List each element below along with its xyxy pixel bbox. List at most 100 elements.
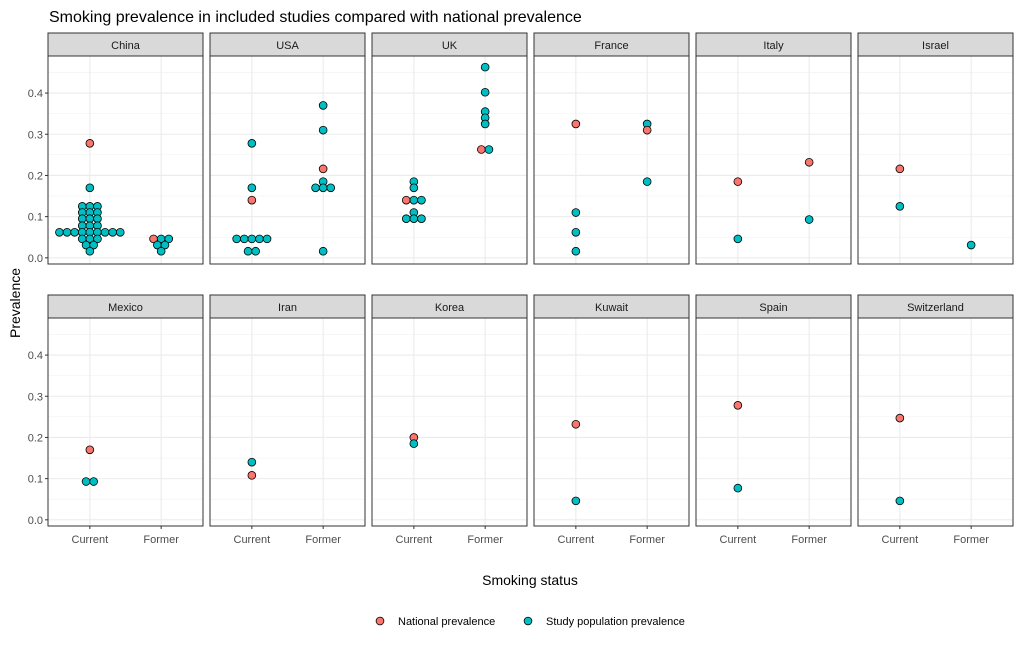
study-prevalence-point	[401, 214, 411, 223]
study-prevalence-point	[571, 496, 581, 506]
study-prevalence-point	[85, 183, 95, 193]
strip-label: France	[594, 40, 628, 52]
study-prevalence-point	[247, 457, 257, 467]
national-prevalence-point	[247, 195, 257, 205]
study-prevalence-point	[409, 214, 419, 223]
study-prevalence-point	[318, 101, 328, 110]
strip-label: Israel	[922, 40, 949, 52]
national-prevalence-point	[571, 419, 581, 429]
study-prevalence-point	[55, 227, 64, 237]
panel-background	[48, 318, 203, 526]
study-prevalence-point	[409, 183, 419, 193]
panel-border	[695, 317, 852, 527]
panel-background	[858, 318, 1013, 526]
legend-key	[375, 616, 385, 626]
x-tick-label: Current	[72, 534, 109, 546]
panel-background	[210, 318, 365, 526]
panel-background	[372, 318, 527, 526]
legend-key	[523, 616, 533, 626]
study-prevalence-point	[417, 195, 426, 205]
study-prevalence-point	[247, 183, 257, 193]
national-prevalence-point	[571, 119, 581, 129]
panel-border	[533, 55, 690, 265]
panel-border	[857, 317, 1014, 527]
panel-border	[533, 317, 690, 527]
study-prevalence-point	[966, 240, 976, 250]
y-tick-label: 0.0	[28, 253, 43, 265]
study-prevalence-point	[642, 177, 652, 186]
study-prevalence-point	[326, 183, 336, 193]
study-prevalence-point	[571, 227, 581, 237]
study-prevalence-point	[484, 145, 494, 154]
strip-label: UK	[442, 40, 458, 52]
study-prevalence-point	[895, 202, 905, 211]
study-prevalence-point	[733, 234, 743, 244]
x-tick-label: Former	[791, 534, 827, 546]
study-prevalence-point	[571, 208, 581, 217]
y-tick-label: 0.4	[28, 88, 43, 100]
panel-background	[858, 56, 1013, 264]
panel-uk: UK	[371, 32, 528, 265]
panel-border	[47, 55, 204, 265]
study-prevalence-point	[81, 477, 91, 486]
study-prevalence-point	[89, 240, 98, 250]
national-prevalence-point	[477, 145, 486, 154]
y-tick-label: 0.1	[28, 212, 43, 224]
panel-border	[857, 55, 1014, 265]
y-tick-label: 0.0	[28, 515, 43, 527]
strip-label: Spain	[759, 302, 787, 314]
study-prevalence-point	[160, 240, 170, 250]
panel-border	[371, 317, 528, 527]
study-prevalence-point	[318, 246, 328, 256]
national-prevalence-point	[318, 164, 328, 174]
y-tick-label: 0.3	[28, 129, 43, 141]
panel-border	[209, 55, 366, 265]
study-prevalence-point	[417, 214, 426, 223]
study-prevalence-point	[480, 62, 490, 72]
panel-border	[209, 317, 366, 527]
study-prevalence-point	[85, 246, 95, 256]
national-prevalence-point	[642, 125, 652, 135]
panel-china: China 0.0 0.1 0.2 0.3 0.4	[28, 32, 204, 265]
x-tick-label: Current	[558, 534, 595, 546]
panel-israel: Israel	[857, 32, 1014, 265]
strip-label: USA	[276, 40, 299, 52]
study-prevalence-point	[89, 477, 98, 486]
study-prevalence-point	[251, 246, 260, 256]
panel-border	[695, 55, 852, 265]
panel-spain: Spain Current Former	[695, 294, 852, 546]
national-prevalence-point	[733, 401, 743, 410]
strip-label: Kuwait	[595, 302, 628, 314]
panel-usa: USA	[209, 32, 366, 265]
study-prevalence-point	[239, 234, 249, 244]
study-prevalence-point	[247, 234, 257, 244]
facet-panels: China 0.0 0.1 0.2 0.3 0.4 USA UK France Italy Isra…	[28, 32, 1014, 546]
study-prevalence-point	[108, 227, 117, 237]
national-prevalence-point	[733, 177, 743, 186]
national-prevalence-point	[85, 445, 95, 455]
panel-border	[47, 317, 204, 527]
x-tick-label: Former	[305, 534, 341, 546]
panel-background	[696, 318, 851, 526]
panel-france: France	[533, 32, 690, 265]
panel-switzerland: Switzerland Current Former	[857, 294, 1014, 546]
y-tick-label: 0.1	[28, 474, 43, 486]
national-prevalence-point	[85, 139, 95, 148]
strip-label: Iran	[278, 302, 297, 314]
strip-label: Mexico	[108, 302, 143, 314]
strip-label: Korea	[435, 302, 465, 314]
y-tick-label: 0.4	[28, 350, 43, 362]
strip-label: Italy	[763, 40, 784, 52]
y-tick-label: 0.3	[28, 391, 43, 403]
study-prevalence-point	[409, 439, 419, 448]
panel-mexico: Mexico 0.0 0.1 0.2 0.3 0.4 Current Former	[28, 294, 204, 546]
study-prevalence-point	[804, 215, 814, 224]
study-prevalence-point	[311, 183, 320, 193]
study-prevalence-point	[100, 227, 110, 237]
strip-label: Switzerland	[907, 302, 964, 314]
panel-kuwait: Kuwait Current Former	[533, 294, 690, 546]
national-prevalence-point	[804, 157, 814, 167]
study-prevalence-point	[156, 246, 166, 256]
study-prevalence-point	[262, 234, 272, 244]
